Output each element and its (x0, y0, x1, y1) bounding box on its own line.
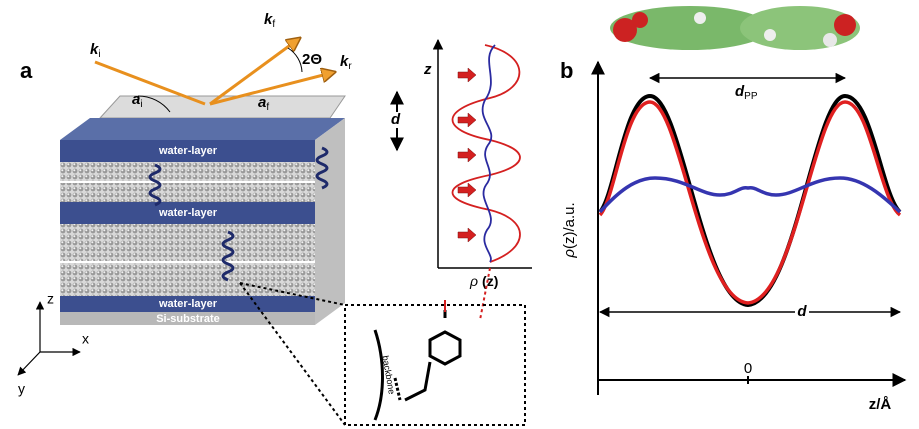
figure: a water-layer water-layer water-layer Si… (0, 0, 919, 429)
substrate-label: Si-substrate (156, 313, 220, 325)
symbol: a (132, 91, 140, 108)
panel-label: a (20, 58, 33, 83)
zero-label: 0 (744, 360, 752, 377)
stack-side (315, 118, 345, 325)
subscript: r (348, 61, 352, 72)
profile-x-label: ρ(z) (469, 273, 498, 289)
scatter-angle: 2Θ (302, 51, 322, 68)
axis-name: z (47, 291, 54, 307)
wave-vector: kf (264, 11, 275, 30)
layer-label: water-layer (158, 145, 218, 157)
density-curve-total (600, 96, 900, 305)
symbol: ρ (561, 249, 578, 259)
x-axis-label: z/Å (869, 396, 892, 413)
axis-name: y (18, 381, 25, 397)
dpp-label: dPP (735, 83, 758, 102)
density-curve-tail (600, 178, 900, 212)
subscript: f (266, 102, 269, 113)
profile-axis-label: z (423, 61, 432, 78)
symbol: ρ (469, 273, 478, 289)
profile-curve (483, 45, 495, 262)
profile-markers (458, 68, 476, 242)
y-axis-label: ρ(z)/a.u. (561, 202, 578, 258)
molecule-render (610, 6, 860, 50)
period-label: d (797, 303, 807, 320)
period-label: d (391, 111, 401, 128)
wave-vector: kr (340, 53, 352, 72)
axis-name: x (82, 331, 89, 347)
incidence-angle: ai (132, 91, 143, 110)
subscript: i (140, 99, 142, 110)
angle-arc (288, 48, 302, 72)
layer-label: water-layer (158, 207, 218, 219)
layer-label: water-layer (158, 298, 218, 310)
stack-top (60, 118, 345, 140)
unit: (z)/a.u. (561, 202, 578, 249)
beams (95, 38, 335, 104)
argument: (z) (482, 273, 498, 289)
wave-vector: ki (90, 41, 101, 60)
symbol: a (258, 94, 266, 111)
subscript: i (98, 49, 100, 60)
subscript: PP (744, 91, 758, 102)
subscript: f (272, 19, 275, 30)
panel-label: b (560, 58, 573, 83)
density-curve-headgroup (600, 102, 900, 303)
